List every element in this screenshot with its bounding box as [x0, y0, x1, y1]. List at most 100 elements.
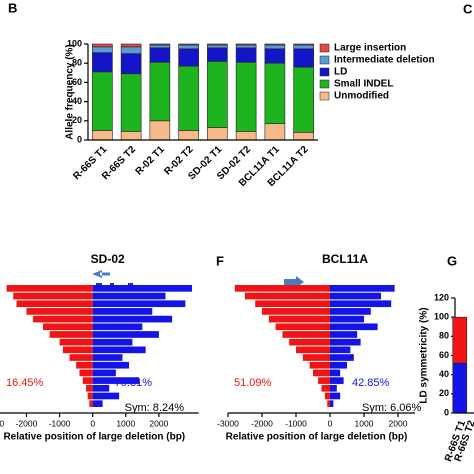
- bar-segment: [207, 43, 228, 46]
- bar-segment: [293, 44, 314, 50]
- bar-segment: [178, 43, 199, 46]
- y-axis-label: LD symmetricity (%): [419, 307, 430, 403]
- bar-segment: [92, 46, 113, 53]
- legend-swatch: [319, 91, 330, 101]
- bar-segment: [149, 43, 171, 46]
- deletion-right: [92, 300, 186, 308]
- bar-segment: [293, 48, 314, 68]
- y-tick-label: 40: [72, 96, 82, 106]
- y-tick-label: 20: [72, 115, 82, 125]
- legend-swatch: [319, 79, 330, 89]
- bar-segment: [293, 132, 314, 141]
- x-tick-label: 1000: [116, 418, 135, 428]
- deletion-right: [330, 392, 341, 400]
- deletion-right: [330, 308, 371, 315]
- bar-segment: [452, 316, 468, 364]
- y-axis-label: Allele frequency (%): [65, 44, 76, 140]
- bar-segment: [207, 47, 228, 62]
- deletion-right: [92, 285, 192, 292]
- x-axis-label: Relative position of large deletion (bp): [3, 432, 185, 443]
- bar-segment: [264, 44, 286, 50]
- panel-letter: B: [8, 0, 17, 15]
- bar-segment: [207, 60, 228, 128]
- deletion-left: [86, 384, 93, 392]
- deletion-left: [234, 285, 330, 292]
- bar-segment: [235, 44, 257, 49]
- deletion-left: [255, 300, 330, 308]
- deletion-right: [330, 361, 347, 369]
- y-tick-label: 60: [439, 350, 449, 360]
- bar-segment: [149, 47, 171, 63]
- deletion-left: [26, 308, 93, 315]
- left-percent: 51.09%: [234, 377, 272, 389]
- bar-segment: [178, 130, 199, 141]
- deletion-right: [92, 292, 166, 300]
- bar-segment: [178, 44, 199, 50]
- deletion-left: [282, 331, 330, 338]
- x-tick-label: 0: [90, 418, 95, 428]
- deletion-left: [324, 392, 330, 400]
- panel-letter: G: [447, 253, 457, 268]
- x-tick-label: -1000: [285, 418, 307, 428]
- deletion-left: [309, 361, 330, 369]
- deletion-left: [245, 292, 330, 300]
- x-tick-label: 2000: [389, 418, 408, 428]
- legend-swatch: [319, 67, 330, 77]
- bar-segment: [207, 44, 228, 49]
- right-percent: 75.31%: [115, 377, 153, 389]
- bar-segment: [92, 43, 113, 48]
- y-tick-label: 40: [439, 369, 449, 379]
- bar-segment: [264, 123, 286, 141]
- bar-segment: [120, 73, 142, 132]
- bar-segment: [149, 61, 171, 122]
- deletion-left: [69, 354, 93, 361]
- x-tick-label: 1000: [355, 418, 374, 428]
- deletion-right: [330, 315, 364, 323]
- deletion-left: [87, 392, 93, 400]
- bar-segment: [120, 53, 142, 75]
- bar-segment: [264, 62, 286, 124]
- deletion-left: [275, 323, 330, 331]
- x-tick-label: -3000: [217, 418, 239, 428]
- deletion-right: [92, 384, 110, 392]
- y-tick-label: 20: [439, 388, 449, 398]
- bar-segment: [92, 130, 113, 141]
- x-tick-label: -1000: [49, 418, 71, 428]
- deletion-right: [92, 323, 143, 331]
- deletion-right: [330, 323, 378, 331]
- deletion-left: [302, 354, 330, 361]
- deletion-right: [92, 331, 159, 338]
- bar-segment: [235, 47, 257, 63]
- legend-label: Intermediate deletion: [334, 55, 435, 66]
- deletion-left: [79, 369, 93, 377]
- legend-label: LD: [334, 67, 347, 78]
- deletion-left: [33, 315, 93, 323]
- legend-swatch: [319, 43, 330, 53]
- panel-letter: C: [463, 1, 473, 16]
- y-tick-label: 120: [434, 292, 449, 302]
- x-tick-label: 2000: [149, 418, 168, 428]
- bar-segment: [149, 120, 171, 141]
- y-tick-label: 80: [72, 58, 82, 68]
- deletion-left: [49, 331, 93, 338]
- deletion-right: [92, 392, 120, 400]
- deletion-right: [92, 354, 123, 361]
- bar-segment: [264, 43, 286, 46]
- panel-letter: F: [216, 253, 224, 268]
- deletion-right: [330, 285, 395, 292]
- deletion-right: [330, 292, 381, 300]
- deletion-right: [330, 369, 341, 377]
- right-percent: 42.85%: [352, 377, 390, 389]
- deletion-right: [330, 377, 344, 384]
- chart-title: SD-02: [91, 252, 125, 266]
- x-tick-label: -2000: [251, 418, 273, 428]
- bar-segment: [293, 66, 314, 133]
- deletion-left: [321, 384, 330, 392]
- bar-segment: [452, 362, 468, 414]
- deletion-left: [59, 338, 93, 346]
- deletion-left: [289, 338, 330, 346]
- deletion-right: [330, 354, 354, 361]
- bar-segment: [293, 43, 314, 46]
- deletion-right: [330, 300, 392, 308]
